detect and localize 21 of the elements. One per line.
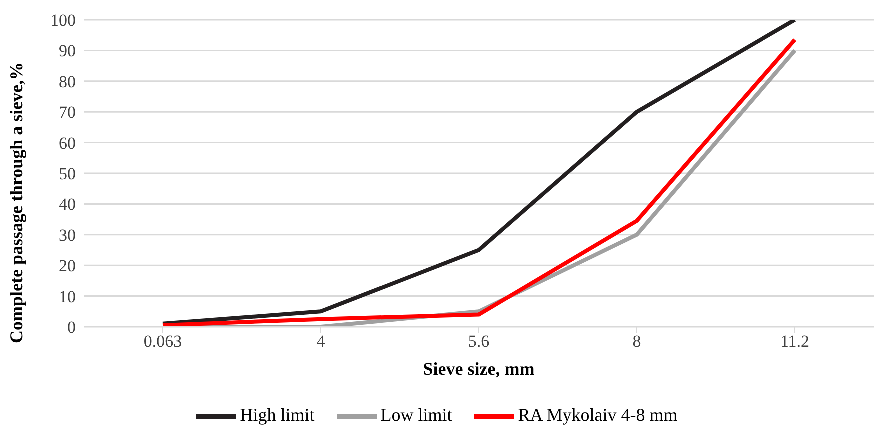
legend-label: Low limit (380, 405, 452, 426)
x-axis-title: Sieve size, mm (423, 359, 535, 379)
y-axis-title: Complete passage through a sieve,% (6, 62, 26, 344)
y-tick-label: 70 (59, 103, 76, 122)
legend-label: RA Mykolaiv 4-8 mm (518, 405, 678, 426)
x-tick-label: 0.063 (144, 332, 182, 352)
x-tick-label: 5.6 (468, 332, 490, 352)
y-tick-label: 10 (59, 287, 76, 306)
y-tick-label: 50 (59, 164, 76, 184)
y-tick-label: 80 (59, 72, 76, 92)
y-tick-label: 100 (50, 11, 76, 30)
y-tick-label: 20 (59, 256, 76, 276)
y-tick-label: 0 (68, 318, 76, 338)
x-tick-label: 4 (316, 332, 326, 352)
y-tick-label: 60 (59, 134, 76, 153)
y-tick-label: 90 (59, 42, 76, 61)
legend-label: High limit (240, 405, 315, 426)
x-tick-label: 8 (632, 332, 642, 352)
y-tick-label: 40 (59, 195, 76, 214)
y-tick-label: 30 (59, 226, 76, 245)
x-tick-label: 11.2 (780, 332, 810, 352)
